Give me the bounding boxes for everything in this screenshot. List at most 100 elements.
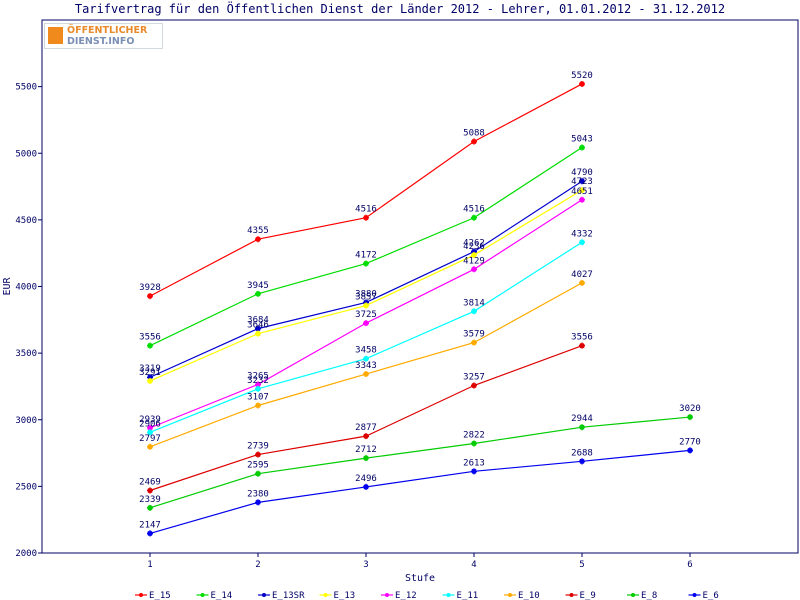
- y-tick-label: 5500: [15, 83, 37, 93]
- data-label-E_10: 3343: [355, 361, 377, 371]
- data-point-dot-E_8: [148, 505, 152, 510]
- legend-label-E_14: E_14: [211, 591, 233, 600]
- data-point-dot-E_13SR: [256, 326, 260, 331]
- data-label-E_12: 3265: [247, 371, 269, 381]
- legend-marker-E_8: [631, 593, 635, 597]
- data-point-dot-E_9: [256, 452, 260, 457]
- data-point-dot-E_11: [580, 240, 584, 245]
- data-label-E_13SR: 4262: [463, 239, 485, 249]
- y-tick-label: 4500: [15, 216, 37, 226]
- data-label-E_13: 4723: [571, 177, 593, 187]
- legend-marker-E_11: [446, 593, 451, 597]
- data-point-dot-E_12: [580, 197, 584, 202]
- series-line-E_8: [149, 416, 691, 509]
- data-label-E_8: 2822: [463, 430, 485, 440]
- data-point-dot-E_6: [688, 448, 692, 453]
- data-label-E_8: 3020: [679, 404, 701, 414]
- data-label-E_10: 3579: [463, 330, 485, 340]
- data-label-E_14: 3556: [139, 333, 161, 343]
- data-point-dot-E_11: [364, 356, 368, 361]
- y-tick-label: 5000: [15, 149, 37, 159]
- y-tick-label: 3500: [15, 349, 37, 359]
- x-tick-label: 6: [687, 560, 692, 570]
- x-tick-label: 1: [147, 560, 152, 570]
- legend-label-E_9: E_9: [580, 591, 596, 600]
- data-label-E_6: 2496: [355, 474, 377, 484]
- data-point-dot-E_9: [472, 383, 476, 388]
- data-point-dot-E_6: [472, 469, 476, 474]
- data-label-E_9: 3257: [463, 373, 485, 383]
- data-label-E_6: 2380: [247, 489, 269, 499]
- data-point-dot-E_13: [472, 253, 476, 258]
- data-label-E_11: 3232: [247, 376, 269, 386]
- data-label-E_14: 4172: [355, 251, 377, 261]
- data-label-E_15: 4516: [355, 205, 377, 215]
- data-point-dot-E_13SR: [148, 375, 152, 380]
- data-label-E_15: 5520: [571, 71, 593, 81]
- data-label-E_13: 3291: [139, 368, 161, 378]
- data-label-E_14: 3945: [247, 281, 269, 291]
- data-label-E_6: 2688: [571, 448, 593, 458]
- data-point-dot-E_9: [364, 434, 368, 439]
- data-point-dot-E_13: [148, 378, 152, 383]
- data-label-E_13: 3646: [247, 321, 269, 331]
- logo-icon: [48, 27, 63, 44]
- legend-marker-E_6: [692, 593, 697, 597]
- data-point-dot-E_14: [364, 261, 368, 266]
- legend-marker-E_12: [385, 593, 389, 597]
- data-point-dot-E_15: [256, 237, 260, 242]
- data-point-dot-E_15: [580, 81, 584, 86]
- logo-line-1: ÖFFENTLICHER: [67, 25, 148, 36]
- legend-label-E_13: E_13: [334, 591, 356, 600]
- data-point-dot-E_14: [472, 215, 476, 220]
- x-tick-label: 4: [471, 560, 476, 570]
- data-point-dot-E_12: [364, 321, 368, 326]
- data-label-E_12: 4129: [463, 256, 485, 266]
- data-label-E_15: 3928: [139, 283, 161, 293]
- legend-label-E_11: E_11: [457, 591, 479, 600]
- data-point-dot-E_12: [256, 382, 260, 387]
- legend-marker-E_10: [508, 593, 512, 597]
- legend-label-E_13SR: E_13SR: [272, 591, 305, 600]
- data-label-E_9: 2469: [139, 478, 161, 488]
- data-point-dot-E_12: [148, 425, 152, 430]
- data-label-E_11: 4332: [571, 229, 593, 239]
- data-point-dot-E_15: [472, 139, 476, 144]
- legend-label-E_6: E_6: [703, 591, 719, 600]
- data-label-E_12: 4651: [571, 187, 593, 197]
- data-label-E_11: 2906: [139, 419, 161, 429]
- y-tick-label: 4000: [15, 283, 37, 293]
- data-point-dot-E_14: [580, 145, 584, 150]
- data-point-dot-E_8: [688, 415, 692, 420]
- data-point-dot-E_10: [580, 280, 584, 285]
- x-tick-label: 5: [579, 560, 584, 570]
- data-label-E_9: 2877: [355, 423, 377, 433]
- data-label-E_13: 3857: [355, 293, 377, 303]
- x-axis-label: Stufe: [405, 573, 435, 584]
- data-label-E_10: 2797: [139, 434, 161, 444]
- logo-text: ÖFFENTLICHER DIENST.INFO: [67, 25, 147, 47]
- legend-marker-E_9: [569, 593, 574, 597]
- y-axis-label: EUR: [2, 276, 13, 295]
- data-point-dot-E_8: [472, 441, 476, 446]
- data-label-E_14: 4516: [463, 205, 485, 215]
- data-label-E_13SR: 3880: [355, 289, 377, 299]
- data-point-dot-E_15: [364, 215, 368, 220]
- y-tick-label: 3000: [15, 416, 37, 426]
- logo-line-2: DIENST.INFO: [67, 36, 135, 47]
- y-tick-label: 2500: [15, 482, 37, 492]
- data-label-E_8: 2339: [139, 495, 161, 505]
- data-point-dot-E_8: [580, 425, 584, 430]
- data-point-dot-E_13: [364, 303, 368, 308]
- data-point-dot-E_6: [364, 484, 368, 489]
- legend-marker-E_15: [139, 593, 143, 597]
- data-label-E_9: 3556: [571, 333, 593, 343]
- data-point-dot-E_11: [256, 386, 260, 391]
- data-point-dot-E_8: [256, 471, 260, 476]
- legend-marker-E_14: [200, 593, 205, 597]
- legend-marker-E_13: [323, 593, 328, 597]
- data-label-E_11: 3458: [355, 346, 377, 356]
- data-label-E_8: 2712: [355, 445, 377, 455]
- data-label-E_8: 2595: [247, 461, 269, 471]
